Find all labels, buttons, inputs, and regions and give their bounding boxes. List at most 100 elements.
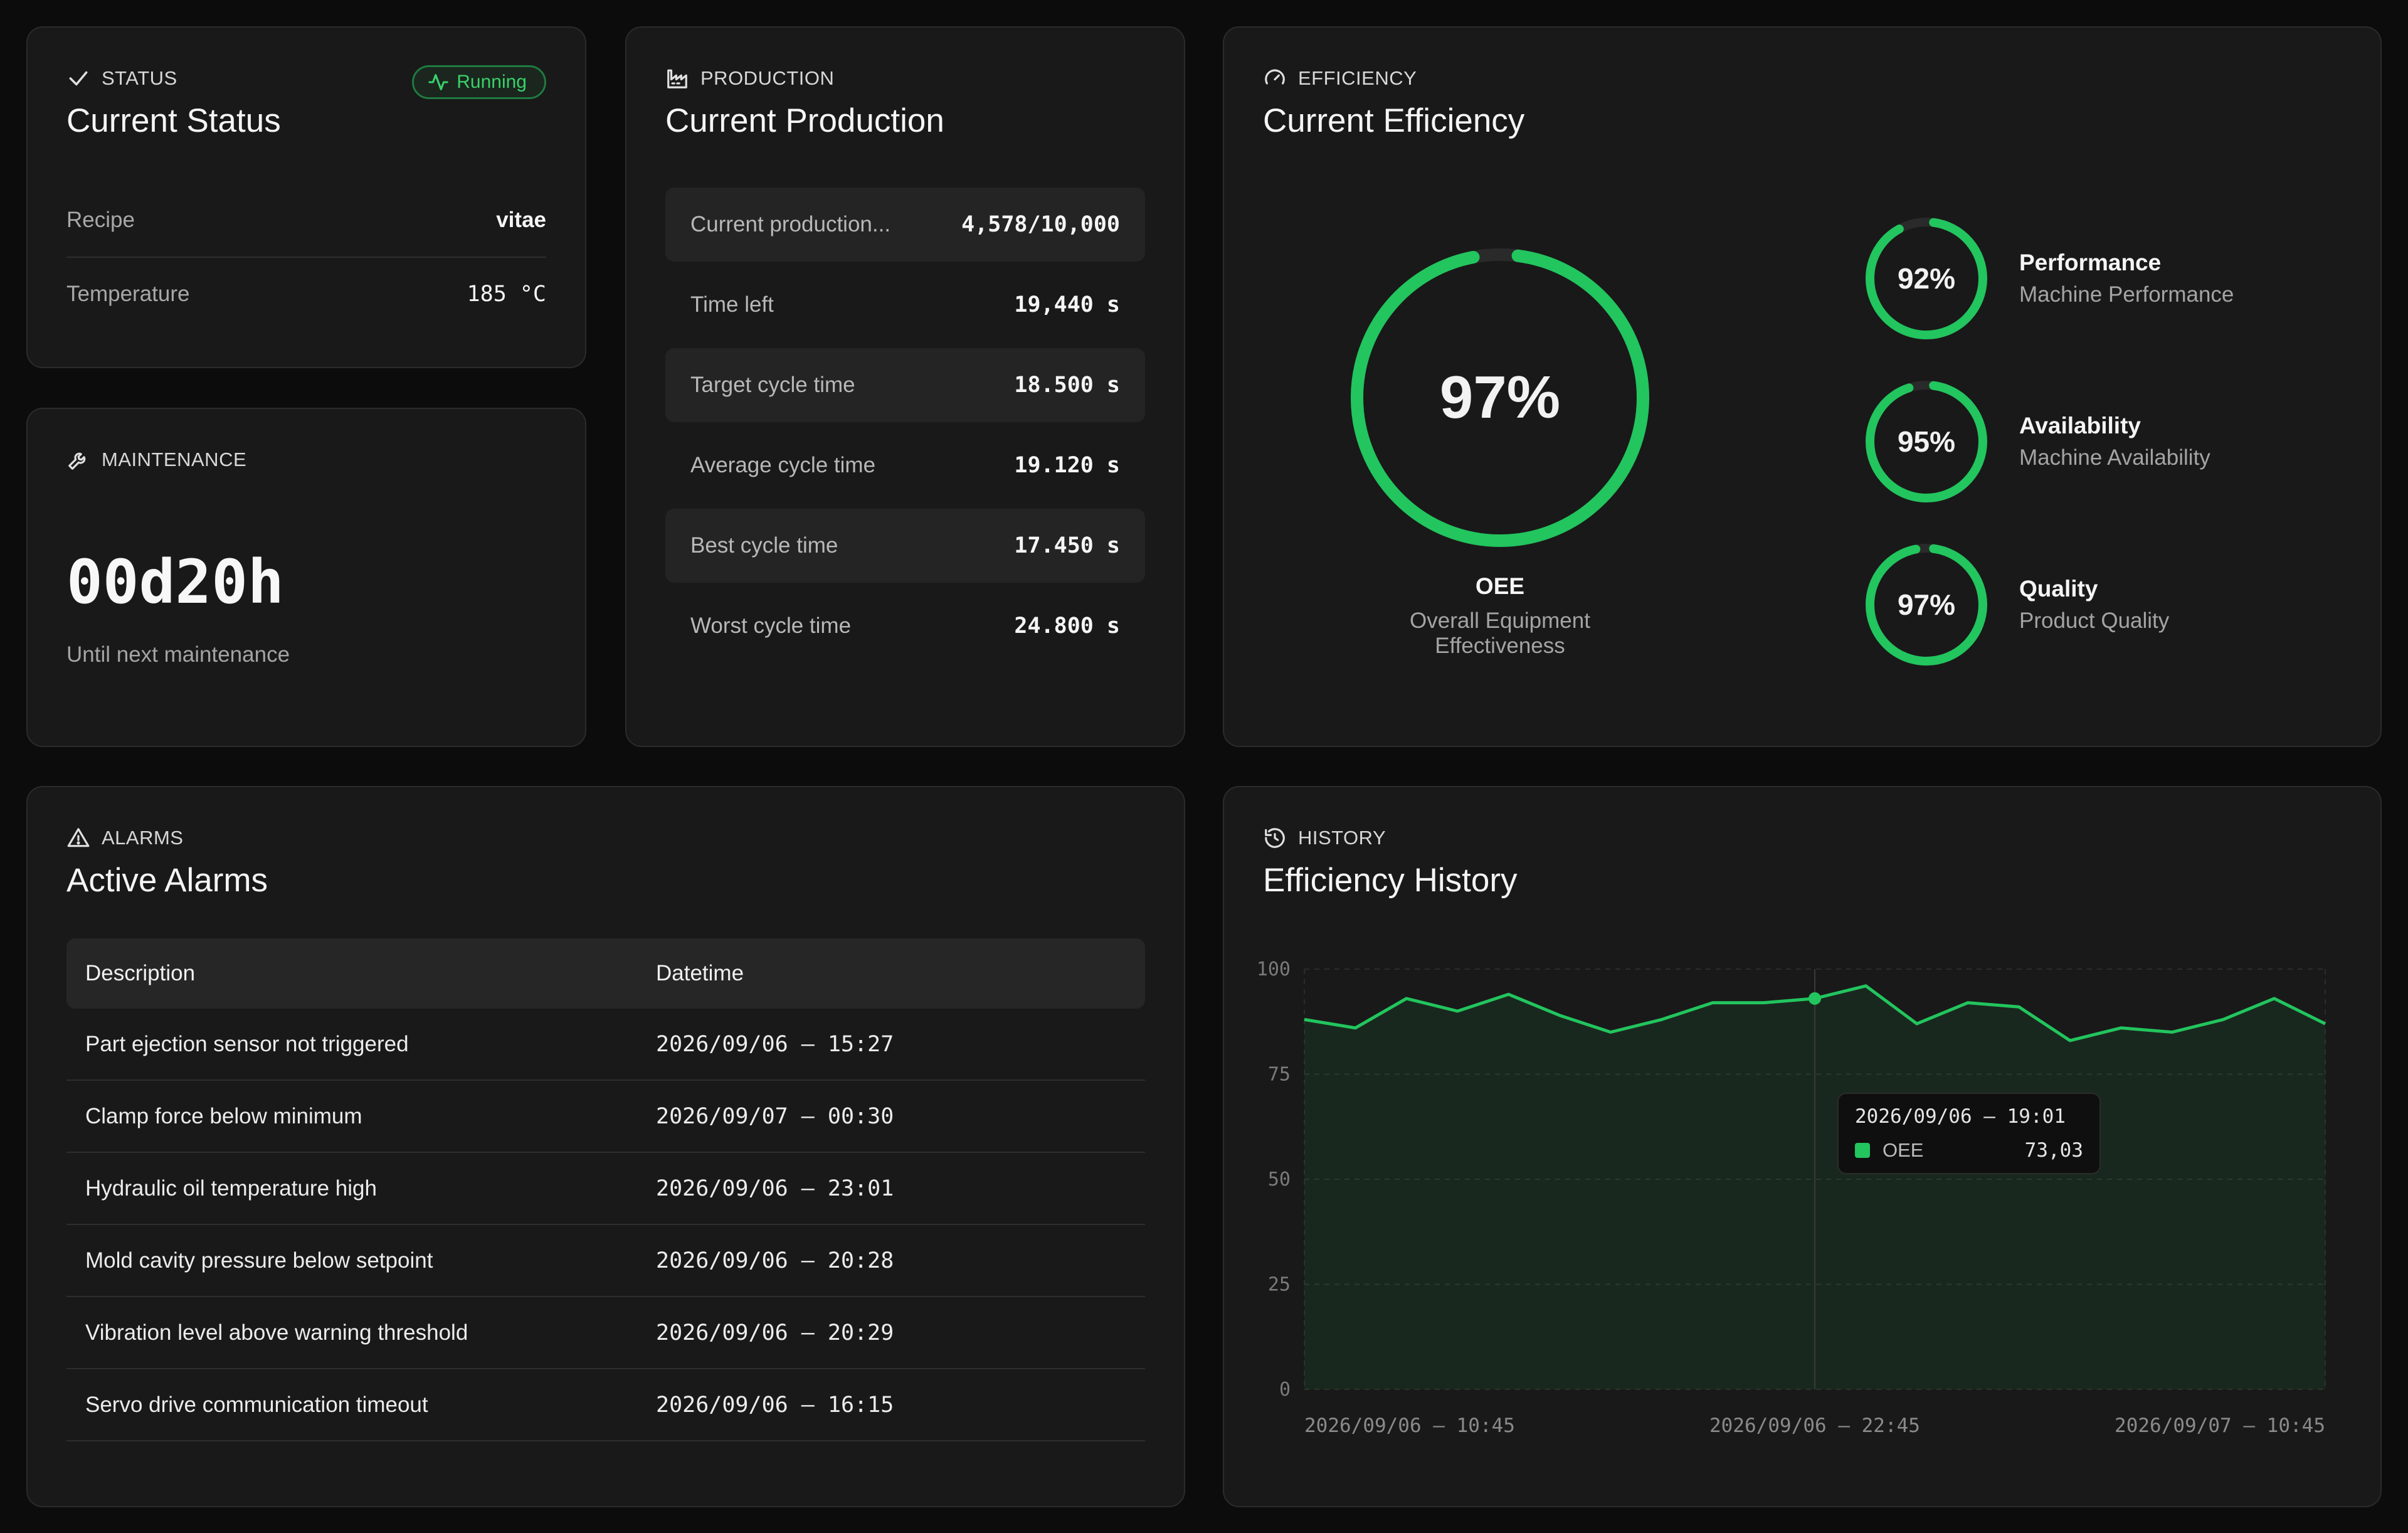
production-row-label: Best cycle time — [690, 533, 838, 558]
tooltip-series: OEE — [1883, 1139, 1924, 1161]
history-eyebrow-label: HISTORY — [1298, 827, 1386, 849]
gauge-icon — [1265, 69, 1285, 85]
status-row-value: 185 °C — [467, 282, 546, 307]
column-header-datetime[interactable]: Datetime — [656, 961, 744, 985]
production-row-label: Target cycle time — [690, 373, 855, 397]
tooltip-value: 73,03 — [2024, 1139, 2083, 1162]
oee-value: 97% — [1439, 364, 1561, 431]
performance-subtitle: Machine Performance — [2019, 282, 2234, 307]
tooltip-datetime: 2026/09/06 – 19:01 — [1855, 1105, 2066, 1128]
y-tick-label: 25 — [1268, 1274, 1291, 1296]
history-icon — [1265, 828, 1285, 848]
alarm-datetime: 2026/09/06 – 20:28 — [656, 1248, 894, 1273]
production-row-value: 24.800 s — [1014, 613, 1120, 639]
table-row[interactable]: Part ejection sensor not triggered 2026/0… — [66, 1009, 1145, 1081]
factory-icon — [667, 69, 687, 88]
alarms-card: ALARMS Active Alarms Description Datetim… — [26, 786, 1185, 1507]
quality-value: 97% — [1897, 588, 1956, 621]
alarms-title: Active Alarms — [66, 862, 268, 899]
highlight-point — [1809, 992, 1821, 1005]
production-title: Current Production — [665, 102, 944, 139]
history-eyebrow: HISTORY — [1263, 826, 2342, 850]
oee-gauge: 97% OEE Overall Equipment Effectiveness — [1349, 247, 1650, 659]
table-row[interactable]: Vibration level above warning threshold 2… — [66, 1297, 1145, 1369]
quality-label: Quality — [2019, 576, 2098, 602]
production-eyebrow: PRODUCTION — [665, 66, 1145, 90]
oee-label: OEE — [1475, 573, 1525, 599]
maintenance-counter: 00d20h — [66, 547, 284, 617]
production-list: Current production... 4,578/10,000 Time l… — [665, 188, 1145, 663]
performance-ring — [1866, 218, 1987, 339]
quality-subtitle: Product Quality — [2019, 608, 2170, 633]
table-row[interactable]: Servo drive communication timeout 2026/09… — [66, 1369, 1145, 1441]
column-header-description[interactable]: Description — [85, 961, 196, 985]
alarm-datetime: 2026/09/06 – 23:01 — [656, 1175, 894, 1201]
efficiency-title: Current Efficiency — [1263, 102, 1525, 139]
status-row-temperature: Temperature 185 °C — [66, 258, 546, 331]
warning-triangle-icon — [67, 828, 90, 847]
efficiency-history-chart[interactable]: 0 25 50 75 100 2026/09/06 – 10:45 2026/09/06 –… — [1237, 957, 2340, 1496]
production-row-label: Current production... — [690, 212, 891, 236]
table-row[interactable]: Hydraulic oil temperature high 2026/09/06… — [66, 1153, 1145, 1225]
production-row-value: 4,578/10,000 — [961, 212, 1120, 237]
performance-value: 92% — [1897, 262, 1956, 295]
x-tick-label: 2026/09/06 – 10:45 — [1304, 1414, 1515, 1437]
status-row-recipe: Recipe vitae — [66, 184, 546, 257]
availability-value: 95% — [1897, 425, 1956, 458]
production-row-value: 18.500 s — [1014, 373, 1120, 398]
history-title: Efficiency History — [1263, 862, 1518, 899]
x-tick-label: 2026/09/06 – 22:45 — [1709, 1414, 1920, 1437]
y-tick-label: 75 — [1268, 1064, 1291, 1086]
production-row: Time left 19,440 s — [665, 268, 1145, 342]
status-badge-label: Running — [457, 72, 527, 92]
table-row[interactable]: Clamp force below minimum 2026/09/07 – 00… — [66, 1081, 1145, 1153]
production-row-value: 17.450 s — [1014, 533, 1120, 558]
production-row-label: Time left — [690, 292, 774, 317]
metric-performance: 92% Performance Machine Performance — [1864, 216, 2234, 341]
alarms-eyebrow: ALARMS — [66, 826, 1145, 850]
alarm-description: Servo drive communication timeout — [85, 1392, 428, 1417]
efficiency-eyebrow: EFFICIENCY — [1263, 66, 2342, 90]
production-row: Current production... 4,578/10,000 — [665, 188, 1145, 262]
status-row-label: Temperature — [66, 282, 190, 306]
availability-label: Availability — [2019, 413, 2141, 438]
activity-icon — [428, 74, 448, 90]
maintenance-card: MAINTENANCE 00d20h Until next maintenanc… — [26, 408, 586, 747]
alarm-description: Part ejection sensor not triggered — [85, 1031, 409, 1056]
status-row-label: Recipe — [66, 208, 135, 232]
alarm-datetime: 2026/09/07 – 00:30 — [656, 1103, 894, 1129]
maintenance-eyebrow-label: MAINTENANCE — [102, 448, 247, 470]
availability-subtitle: Machine Availability — [2019, 445, 2210, 470]
efficiency-eyebrow-label: EFFICIENCY — [1298, 67, 1417, 89]
production-row: Average cycle time 19.120 s — [665, 428, 1145, 502]
production-card: PRODUCTION Current Production Current pr… — [625, 26, 1185, 747]
production-row-value: 19,440 s — [1014, 292, 1120, 317]
divider — [66, 257, 546, 258]
production-row: Worst cycle time 24.800 s — [665, 589, 1145, 663]
maintenance-subtitle: Until next maintenance — [66, 642, 290, 667]
metric-availability: 95% Availability Machine Availability — [1864, 379, 2234, 504]
metric-quality: 97% Quality Product Quality — [1864, 542, 2234, 667]
alarms-table-header: Description Datetime — [66, 938, 1145, 1009]
alarm-description: Clamp force below minimum — [85, 1103, 362, 1128]
production-row-label: Average cycle time — [690, 453, 876, 477]
oee-subtitle: Overall Equipment Effectiveness — [1410, 608, 1590, 658]
maintenance-eyebrow: MAINTENANCE — [66, 448, 546, 472]
status-card: STATUS Running Current Status Recipe vit… — [26, 26, 586, 368]
status-eyebrow: STATUS — [66, 66, 546, 90]
alarm-description: Vibration level above warning threshold — [85, 1320, 468, 1345]
availability-ring — [1866, 381, 1987, 502]
alarm-datetime: 2026/09/06 – 20:29 — [656, 1320, 894, 1345]
table-row[interactable]: Mold cavity pressure below setpoint 2026/… — [66, 1225, 1145, 1297]
x-tick-label: 2026/09/07 – 10:45 — [2115, 1414, 2325, 1437]
efficiency-card: EFFICIENCY Current Efficiency 97% OEE Ov… — [1223, 26, 2382, 747]
history-card: HISTORY Efficiency History 0 25 50 75 100 202… — [1223, 786, 2382, 1507]
production-row: Target cycle time 18.500 s — [665, 348, 1145, 422]
status-eyebrow-label: STATUS — [102, 67, 177, 89]
production-row-value: 19.120 s — [1014, 453, 1120, 478]
metric-list: 92% Performance Machine Performance 95% … — [1864, 216, 2234, 667]
alarm-description: Hydraulic oil temperature high — [85, 1175, 377, 1201]
quality-ring — [1866, 544, 1987, 666]
tooltip-swatch — [1855, 1143, 1870, 1158]
status-title: Current Status — [66, 102, 281, 139]
